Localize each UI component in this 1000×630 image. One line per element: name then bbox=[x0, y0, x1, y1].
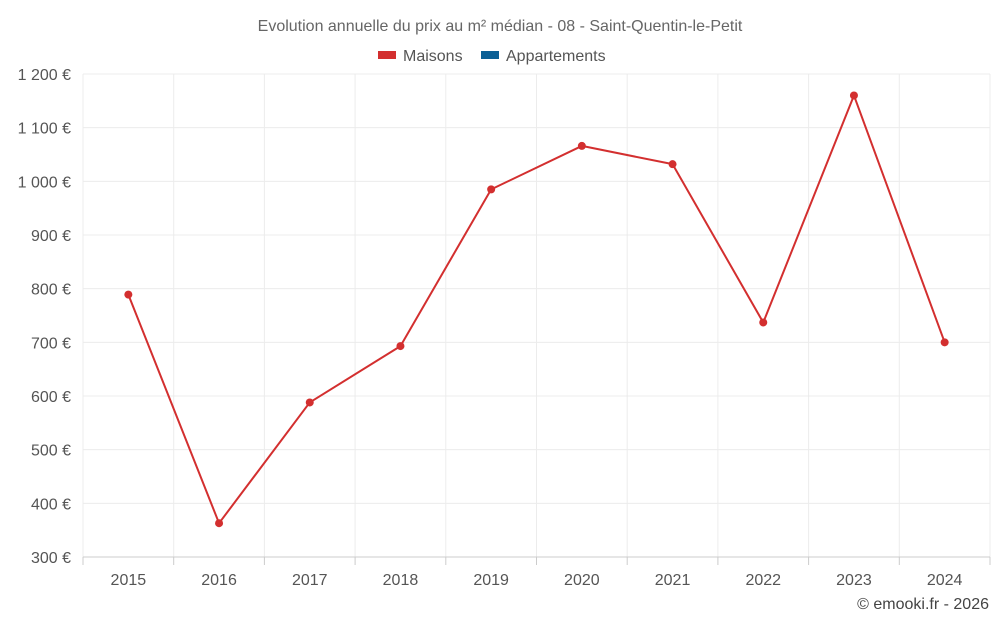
x-tick-label: 2024 bbox=[927, 572, 963, 589]
x-tick-label: 2019 bbox=[473, 572, 509, 589]
y-tick-label: 300 € bbox=[31, 550, 71, 567]
legend-swatch-appartements bbox=[481, 51, 499, 59]
credit-text: © emooki.fr - 2026 bbox=[857, 596, 989, 613]
x-tick-label: 2020 bbox=[564, 572, 600, 589]
data-point-maisons[interactable] bbox=[668, 160, 677, 169]
y-tick-label: 1 100 € bbox=[18, 121, 71, 138]
axes: 300 € 400 € 500 € 600 € 700 € 800 € 900 € 1 000… bbox=[18, 67, 991, 589]
x-tick-label: 2017 bbox=[292, 572, 328, 589]
data-point-maisons[interactable] bbox=[849, 91, 858, 100]
data-point-maisons[interactable] bbox=[577, 141, 586, 150]
series-layer bbox=[124, 91, 949, 528]
legend-label-maisons[interactable]: Maisons bbox=[403, 48, 463, 65]
data-point-maisons[interactable] bbox=[940, 338, 949, 347]
y-tick-label: 800 € bbox=[31, 282, 71, 299]
y-tick-label: 1 200 € bbox=[18, 67, 71, 84]
x-tick-label: 2021 bbox=[655, 572, 691, 589]
series-line-maisons bbox=[127, 94, 946, 525]
legend-label-appartements[interactable]: Appartements bbox=[506, 48, 606, 65]
x-tick-label: 2023 bbox=[836, 572, 872, 589]
x-tick-label: 2018 bbox=[383, 572, 419, 589]
data-point-maisons[interactable] bbox=[215, 519, 224, 528]
data-point-maisons[interactable] bbox=[124, 290, 133, 299]
x-tick-label: 2016 bbox=[201, 572, 237, 589]
legend: Maisons Appartements bbox=[378, 48, 606, 65]
data-point-maisons[interactable] bbox=[759, 318, 768, 327]
data-point-maisons[interactable] bbox=[305, 398, 314, 407]
chart-title: Evolution annuelle du prix au m² médian … bbox=[258, 18, 743, 35]
y-tick-label: 600 € bbox=[31, 389, 71, 406]
x-tick-label: 2022 bbox=[745, 572, 781, 589]
y-tick-label: 900 € bbox=[31, 228, 71, 245]
data-point-maisons[interactable] bbox=[396, 342, 405, 351]
data-point-maisons[interactable] bbox=[487, 185, 496, 194]
grid bbox=[82, 73, 991, 557]
y-tick-label: 700 € bbox=[31, 335, 71, 352]
y-tick-label: 500 € bbox=[31, 443, 71, 460]
y-tick-label: 400 € bbox=[31, 496, 71, 513]
legend-swatch-maisons bbox=[378, 51, 396, 59]
y-tick-label: 1 000 € bbox=[18, 174, 71, 191]
x-tick-label: 2015 bbox=[111, 572, 147, 589]
